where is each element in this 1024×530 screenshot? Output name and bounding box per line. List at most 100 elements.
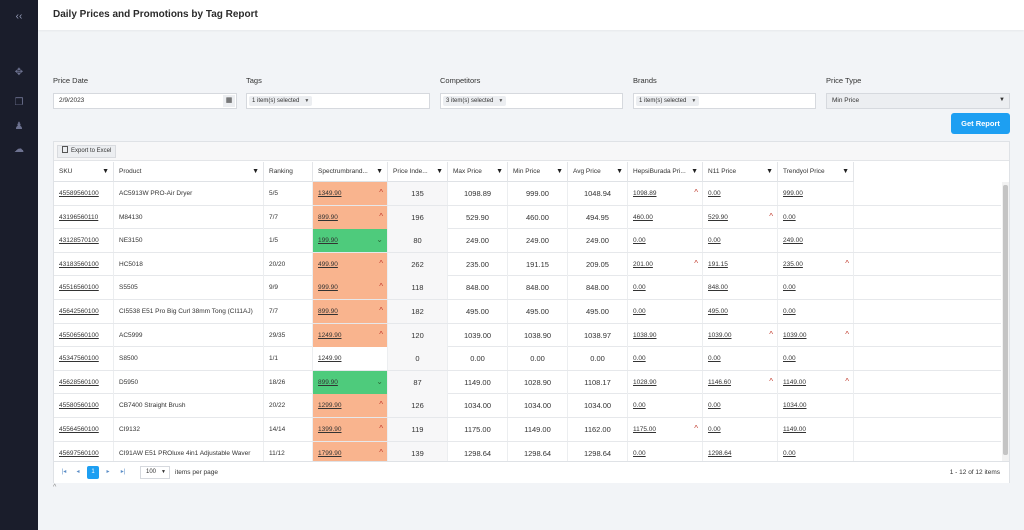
cell-value[interactable]: 45506560100 — [59, 331, 99, 339]
user-icon[interactable]: ♟ — [14, 121, 24, 132]
cell-value[interactable]: 45516560100 — [59, 284, 99, 292]
cell-value[interactable]: 45642560100 — [59, 308, 99, 315]
cell-hepsi[interactable]: 0.00 — [628, 394, 703, 418]
cell-value[interactable]: 0.00 — [633, 308, 646, 315]
column-header[interactable]: Max Price ▼ — [448, 162, 508, 182]
cell-value[interactable]: 0.00 — [708, 190, 721, 197]
cell-value[interactable]: 45580560100 — [59, 402, 99, 410]
cell-value[interactable]: 1038.90 — [633, 331, 657, 339]
table-row[interactable]: 45564560100 CI9132 14/14 1399.90 ^ 119 1175.00… — [54, 418, 1001, 442]
cell-spectrum[interactable]: 1799.90 ^ — [313, 441, 388, 465]
cell-value[interactable]: 1034.00 — [783, 402, 807, 410]
cell-trendyol[interactable]: 1039.00 ^ — [778, 323, 854, 347]
cell-trendyol[interactable]: 235.00 ^ — [778, 252, 854, 276]
cell-value[interactable]: 0.00 — [633, 449, 646, 457]
cell-value[interactable]: 499.90 — [318, 260, 338, 268]
cell-value[interactable]: 999.90 — [318, 284, 338, 292]
table-row[interactable]: 45506560100 AC5999 29/35 1249.90 ^ 120 1039.00… — [54, 323, 1001, 348]
cell-n11[interactable]: 0.00 — [703, 418, 778, 441]
cell-value[interactable]: 43196560110 — [59, 213, 99, 221]
cell-n11[interactable]: 0.00 — [703, 182, 778, 205]
cell-value[interactable]: 848.00 — [708, 284, 728, 292]
page-button-current[interactable]: 1 — [87, 466, 99, 479]
cell-spectrum[interactable]: 899.90 ^ — [313, 300, 388, 323]
cell-value[interactable]: 899.90 — [318, 378, 338, 386]
cell-hepsi[interactable]: 0.00 — [628, 276, 703, 300]
brands-chip[interactable]: 1 item(s) selected ▼ — [636, 96, 700, 106]
cell-spectrum[interactable]: 1249.90 ^ — [313, 323, 388, 347]
cell-n11[interactable]: 0.00 — [703, 347, 778, 371]
cell-value[interactable]: 1149.00 — [783, 426, 807, 433]
cell-value[interactable]: 45628560100 — [59, 378, 99, 386]
column-header[interactable]: N11 Price ▼ — [703, 162, 778, 182]
cell-hepsi[interactable]: 0.00 — [628, 441, 703, 465]
cell-value[interactable]: 0.00 — [783, 284, 796, 292]
table-row[interactable]: 45642560100 CI5538 E51 Pro Big Curl 38mm … — [54, 300, 1001, 324]
cell-sku[interactable]: 45516560100 — [54, 276, 114, 300]
filter-icon[interactable]: ▼ — [616, 168, 623, 175]
cell-n11[interactable]: 1298.64 — [703, 441, 778, 465]
cell-value[interactable]: 1175.00 — [633, 426, 657, 433]
cell-trendyol[interactable]: 0.00 — [778, 276, 854, 300]
cell-trendyol[interactable]: 249.00 — [778, 229, 854, 253]
cell-trendyol[interactable]: 0.00 — [778, 347, 854, 371]
prev-page-icon[interactable]: ◂ — [76, 469, 80, 475]
cell-value[interactable]: 0.00 — [633, 402, 646, 410]
cell-value[interactable]: 199.90 — [318, 237, 338, 245]
copy-icon[interactable]: ❐ — [14, 97, 24, 108]
competitors-chip[interactable]: 3 item(s) selected ▼ — [443, 96, 507, 106]
column-header[interactable]: SKU ▼ — [54, 162, 114, 182]
cell-hepsi[interactable]: 0.00 — [628, 229, 703, 253]
cell-sku[interactable]: 45564560100 — [54, 418, 114, 441]
cell-n11[interactable]: 848.00 — [703, 276, 778, 300]
calendar-icon[interactable]: ▦ — [223, 95, 235, 107]
cell-n11[interactable]: 0.00 — [703, 394, 778, 418]
cell-n11[interactable]: 1039.00 ^ — [703, 323, 778, 347]
vertical-scrollbar[interactable] — [1002, 182, 1009, 482]
column-header[interactable]: Trendyol Price ▼ — [778, 162, 854, 182]
cell-sku[interactable]: 45589560100 — [54, 182, 114, 205]
scrollbar-thumb[interactable] — [1003, 185, 1008, 455]
cell-value[interactable]: 0.00 — [633, 284, 646, 292]
cell-value[interactable]: 45697560100 — [59, 449, 99, 457]
cell-spectrum[interactable]: 1249.90 — [313, 347, 388, 371]
column-header[interactable]: Ranking — [264, 162, 313, 182]
cell-value[interactable]: 249.00 — [783, 237, 803, 245]
table-row[interactable]: 43128570100 NE3150 1/5 199.90 ⌄ 80 249.00 249.0… — [54, 229, 1001, 253]
cell-value[interactable]: 1098.89 — [633, 190, 657, 197]
tags-chip[interactable]: 1 item(s) selected ▼ — [249, 96, 313, 106]
cell-n11[interactable]: 191.15 — [703, 252, 778, 276]
column-header[interactable]: Avg Price ▼ — [568, 162, 628, 182]
cell-value[interactable]: 45589560100 — [59, 190, 99, 197]
cell-value[interactable]: 1349.90 — [318, 190, 342, 197]
table-row[interactable]: 45580560100 CB7400 Straight Brush 20/22 129… — [54, 394, 1001, 418]
column-header[interactable]: Product ▼ — [114, 162, 264, 182]
cell-value[interactable]: 899.90 — [318, 213, 338, 221]
cell-trendyol[interactable]: 1034.00 — [778, 394, 854, 418]
cell-sku[interactable]: 43183560100 — [54, 252, 114, 276]
price-date-input[interactable]: 2/9/2023 ▦ — [53, 93, 237, 109]
table-row[interactable]: 45628560100 D5950 18/26 899.90 ⌄ 87 1149.00 102… — [54, 370, 1001, 395]
cell-value[interactable]: 1149.00 — [783, 378, 807, 386]
cell-value[interactable]: 0.00 — [708, 426, 721, 433]
cell-sku[interactable]: 45347560100 — [54, 347, 114, 371]
cell-sku[interactable]: 45628560100 — [54, 370, 114, 394]
cell-value[interactable]: 1399.90 — [318, 426, 342, 433]
cell-value[interactable]: 899.90 — [318, 308, 338, 315]
filter-icon[interactable]: ▼ — [691, 168, 698, 175]
first-page-icon[interactable]: |◂ — [61, 469, 67, 475]
cell-value[interactable]: 1146.60 — [708, 378, 732, 386]
cell-hepsi[interactable]: 1175.00 ^ — [628, 418, 703, 441]
cell-trendyol[interactable]: 1149.00 — [778, 418, 854, 441]
filter-icon[interactable]: ▼ — [436, 168, 443, 175]
cell-n11[interactable]: 0.00 — [703, 229, 778, 253]
cell-hepsi[interactable]: 1098.89 ^ — [628, 182, 703, 205]
cell-spectrum[interactable]: 1349.90 ^ — [313, 182, 388, 205]
cell-value[interactable]: 0.00 — [708, 402, 721, 410]
cell-trendyol[interactable]: 0.00 — [778, 300, 854, 323]
filter-icon[interactable]: ▼ — [766, 168, 773, 175]
price-type-select[interactable]: Min Price ▼ — [826, 93, 1010, 109]
cell-value[interactable]: 45347560100 — [59, 355, 99, 363]
column-header[interactable]: HepsiBurada Pri... ▼ — [628, 162, 703, 182]
cell-spectrum[interactable]: 899.90 ^ — [313, 205, 388, 229]
